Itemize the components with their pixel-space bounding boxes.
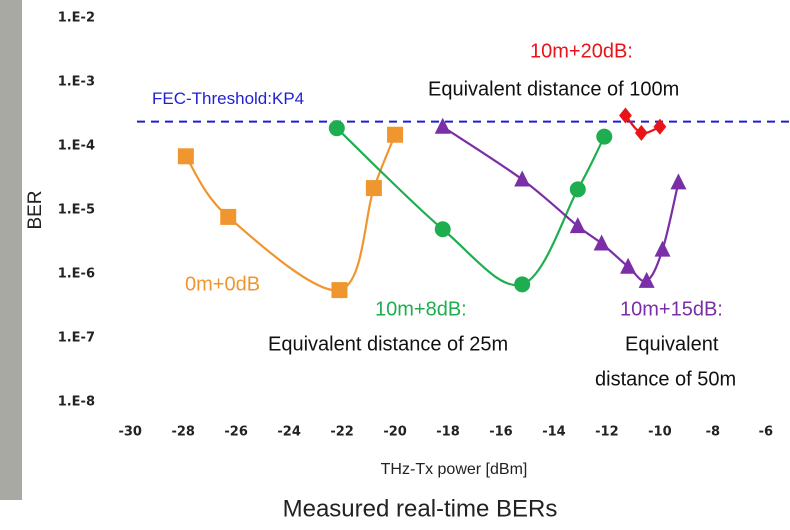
x-tick-label: -8	[706, 425, 720, 440]
threshold-label: FEC-Threshold:KP4	[152, 89, 304, 108]
y-tick-label: 1.E-4	[58, 139, 95, 154]
x-axis-label: THz-Tx power [dBm]	[381, 461, 528, 478]
photo-strip	[0, 0, 22, 500]
series-label: 0m+0dB	[185, 273, 260, 295]
x-tick-label: -12	[595, 425, 619, 440]
marker	[569, 181, 586, 198]
marker	[387, 126, 404, 143]
marker	[593, 234, 610, 251]
x-tick-label: -28	[171, 425, 195, 440]
series-label: 10m+15dB:	[620, 298, 723, 320]
y-tick-label: 1.E-6	[58, 267, 95, 282]
y-tick-label: 1.E-3	[58, 75, 95, 90]
marker	[331, 282, 348, 299]
marker	[619, 107, 632, 124]
marker	[220, 208, 237, 225]
marker	[620, 257, 637, 274]
series-label: 10m+20dB:	[530, 40, 633, 62]
x-tick-label: -26	[224, 425, 248, 440]
y-tick-label: 1.E-7	[58, 331, 95, 346]
annotation: Equivalent distance of 25m	[268, 333, 508, 355]
y-tick-label: 1.E-2	[58, 11, 95, 26]
y-tick-label: 1.E-5	[58, 203, 95, 218]
y-axis-label: BER	[25, 190, 46, 229]
x-tick-label: -24	[277, 425, 301, 440]
x-tick-label: -14	[542, 425, 566, 440]
series-label: 10m+8dB:	[375, 298, 467, 320]
series-line	[184, 134, 397, 292]
marker	[514, 170, 531, 187]
series-line	[336, 127, 606, 287]
marker	[653, 118, 667, 135]
marker	[638, 271, 655, 288]
marker	[365, 180, 382, 197]
x-tick-label: -10	[648, 425, 672, 440]
marker	[434, 117, 451, 134]
x-tick-label: -22	[330, 425, 354, 440]
marker	[328, 120, 345, 137]
y-tick-label: 1.E-8	[58, 395, 95, 410]
caption: Measured real-time BERs	[283, 495, 558, 522]
marker	[569, 217, 586, 234]
annotation: distance of 50m	[595, 368, 736, 390]
x-tick-label: -18	[436, 425, 460, 440]
x-tick-label: -20	[383, 425, 407, 440]
marker	[596, 128, 613, 145]
x-tick-label: -6	[759, 425, 773, 440]
marker	[634, 124, 648, 141]
series-line	[442, 125, 680, 283]
marker	[670, 173, 687, 190]
marker	[177, 148, 194, 165]
marker	[514, 276, 531, 293]
annotation: Equivalent	[625, 333, 719, 355]
marker	[654, 240, 671, 257]
annotation: Equivalent distance of 100m	[428, 78, 679, 100]
marker	[434, 221, 451, 238]
x-tick-label: -16	[489, 425, 513, 440]
x-tick-label: -30	[118, 425, 142, 440]
